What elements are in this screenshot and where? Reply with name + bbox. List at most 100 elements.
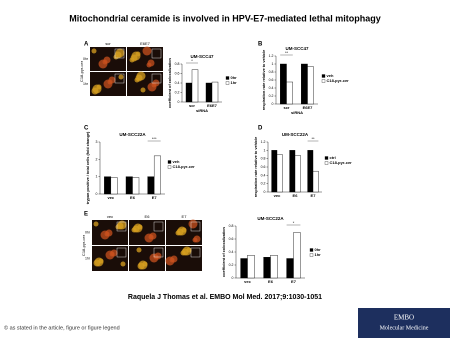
- zoom-box: [114, 73, 125, 84]
- zoom-box: [190, 247, 201, 258]
- cell-signal: [134, 77, 140, 83]
- zoom-box: [151, 48, 162, 59]
- image-row-label: 1hr: [83, 82, 89, 86]
- cell-signal: [192, 237, 198, 243]
- zoom-box: [153, 221, 164, 232]
- image-row-label: 0hr: [83, 57, 89, 61]
- y-tick-label: 0.4: [269, 86, 274, 90]
- bar: [307, 66, 315, 105]
- image-row-title: C18-pyr-cer: [81, 234, 86, 256]
- cell-signal: [140, 87, 146, 93]
- bar: [132, 177, 140, 195]
- y-tick-label: 0.8: [175, 62, 180, 66]
- cell-signal: [147, 82, 157, 92]
- cell-signal: [149, 253, 159, 263]
- y-tick-label: 0: [96, 192, 98, 196]
- y-tick-label: 2: [96, 157, 98, 161]
- cell-signal: [142, 46, 152, 56]
- y-tick-label: 0.6: [269, 78, 274, 82]
- bar: [147, 176, 155, 195]
- cell-signal: [98, 59, 108, 69]
- bar: [312, 170, 319, 193]
- y-tick-label: 0.4: [175, 81, 180, 85]
- legend-swatch: [321, 79, 326, 83]
- annotation: **: [285, 50, 289, 55]
- annotation: ***: [152, 136, 157, 141]
- x-tick-label: E7: [291, 279, 297, 284]
- cell-signal: [91, 87, 99, 95]
- cell-signal: [188, 219, 198, 229]
- legend-label: C18-pyr-cer: [330, 160, 353, 165]
- zoom-box: [153, 247, 164, 258]
- bar: [271, 150, 278, 193]
- y-tick-label: 0: [264, 190, 266, 194]
- slide-title: Mitochondrial ceramide is involved in HP…: [69, 13, 381, 23]
- y-axis-label: coefficient of colocalization: [168, 57, 172, 107]
- bar: [286, 81, 294, 105]
- zoom-box: [151, 73, 162, 84]
- image-column-label: vec: [107, 214, 113, 219]
- bar: [247, 255, 255, 279]
- citation: Raquela J Thomas et al. EMBO Mol Med. 20…: [128, 294, 322, 301]
- zoom-box: [116, 247, 127, 258]
- legend-label: 0hr: [231, 75, 238, 80]
- y-tick-label: 0.2: [261, 182, 266, 186]
- panel-label: E: [84, 212, 88, 218]
- chart-title: UM-SCC22A: [257, 216, 284, 221]
- y-tick-label: 0: [232, 276, 234, 280]
- bar: [110, 177, 118, 195]
- y-tick-label: 1: [272, 62, 274, 66]
- bar: [307, 150, 314, 193]
- legend-swatch: [167, 165, 172, 169]
- x-tick-label: E6E7: [303, 105, 314, 110]
- legend-swatch: [225, 81, 230, 85]
- legend-swatch: [309, 248, 314, 252]
- cell-signal: [129, 57, 135, 63]
- image-row-title: C18-pyr-cer: [79, 60, 84, 82]
- legend-swatch: [225, 76, 230, 80]
- y-tick-label: 1: [96, 175, 98, 179]
- y-tick-label: 1.2: [261, 140, 266, 144]
- legend-label: veh: [173, 159, 180, 164]
- y-tick-label: 0.6: [229, 237, 234, 241]
- y-tick-label: 0.4: [261, 173, 266, 177]
- bar: [240, 258, 248, 279]
- y-tick-label: 0.8: [229, 224, 234, 228]
- bar: [276, 154, 283, 193]
- bar: [289, 150, 296, 193]
- x-tick-label: E7: [152, 195, 158, 200]
- panel-label: D: [258, 126, 263, 132]
- annotation: *: [293, 220, 295, 225]
- cell-signal: [136, 247, 142, 253]
- image-column-label: E6: [145, 214, 151, 219]
- legend-label: C18-pyr-cer: [173, 164, 196, 169]
- y-tick-label: 0: [272, 102, 274, 106]
- panel-label: C: [84, 126, 89, 132]
- x-axis-label: siRNA: [196, 108, 208, 113]
- image-row-label: 0hr: [85, 230, 91, 234]
- zoom-box: [114, 48, 125, 59]
- bar: [294, 155, 301, 193]
- bar: [293, 232, 301, 279]
- legend-label: 1hr: [231, 80, 238, 85]
- legend-label: veh: [327, 73, 334, 78]
- bar: [280, 63, 287, 105]
- y-tick-label: 0.8: [261, 157, 266, 161]
- y-tick-label: 1.2: [269, 54, 274, 58]
- logo-bottom: Molecular Medicine: [380, 325, 429, 331]
- y-tick-label: 0.2: [175, 90, 180, 94]
- y-tick-label: 3: [96, 140, 98, 144]
- cell-signal: [146, 62, 152, 68]
- x-tick-label: vec: [244, 279, 251, 284]
- x-axis-label: siRNA: [291, 110, 303, 115]
- legend-label: 0hr: [315, 247, 322, 252]
- cell-signal: [144, 233, 154, 243]
- cell-signal: [93, 221, 99, 227]
- x-tick-label: E7: [311, 193, 317, 198]
- y-tick-label: 0.2: [269, 94, 274, 98]
- bar: [301, 63, 308, 105]
- x-tick-label: vec: [274, 193, 281, 198]
- image-column-label: E6E7: [140, 41, 151, 46]
